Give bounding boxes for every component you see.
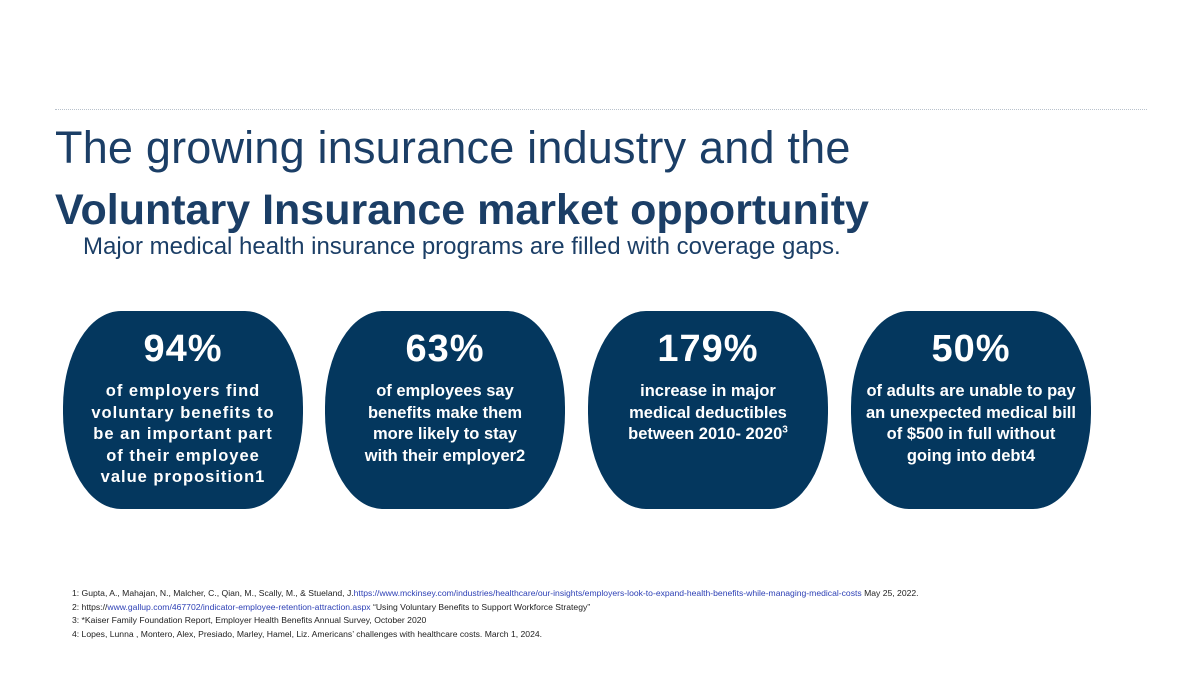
stat-description-line: of employers find — [105, 382, 261, 400]
stat-description-line: be an important part — [93, 425, 273, 443]
stat-description: of adults are unable to pay an unexpecte… — [851, 381, 1091, 467]
footnote-text: 4: Lopes, Lunna , Montero, Alex, Presiad… — [72, 628, 543, 639]
stat-description-text: between 2010- 2020 — [628, 425, 783, 443]
footnote-4: 4: Lopes, Lunna , Montero, Alex, Presiad… — [72, 628, 919, 642]
stat-description-line: an unexpected medical bill — [866, 403, 1076, 422]
stat-description-line: increase in major — [640, 382, 776, 400]
stat-value: 94% — [143, 328, 223, 370]
stat-description-line: with their employer2 — [364, 446, 526, 465]
stat-description-line: of their employee — [106, 446, 260, 465]
stat-card-adults: 50% of adults are unable to pay an unexp… — [851, 311, 1091, 509]
footnotes: 1: Gupta, A., Mahajan, N., Malcher, C., … — [72, 587, 919, 641]
footnote-2: 2: https://www.gallup.com/467702/indicat… — [72, 601, 919, 615]
stat-description-line: of employees say — [376, 382, 514, 400]
stat-card-deductibles: 179% increase in major medical deductibl… — [588, 311, 828, 509]
stat-description-line: value proposition1 — [100, 468, 266, 486]
footnote-text: 3: *Kaiser Family Foundation Report, Emp… — [72, 615, 427, 625]
stat-description-line: benefits make them — [367, 403, 523, 422]
stat-description-line: more likely to stay — [373, 425, 517, 443]
stat-description-line: between 2010- 20203 — [594, 424, 822, 446]
subtitle: Major medical health insurance programs … — [83, 233, 841, 260]
stat-description: increase in major medical deductibles be… — [588, 381, 828, 446]
top-divider — [55, 109, 1147, 110]
footnote-text: 1: Gupta, A., Mahajan, N., Malcher, C., … — [72, 588, 354, 598]
stat-card-employers: 94% of employers find voluntary benefits… — [63, 311, 303, 509]
footnote-link[interactable]: www.gallup.com/467702/indicator-employee… — [107, 601, 371, 612]
stat-description-line: going into debt4 — [906, 446, 1036, 465]
title-line-2: Voluntary Insurance market opportunity — [55, 186, 869, 234]
stat-description-line: voluntary benefits to — [91, 403, 275, 422]
footnote-3: 3: *Kaiser Family Foundation Report, Emp… — [72, 614, 919, 628]
footnote-1: 1: Gupta, A., Mahajan, N., Malcher, C., … — [72, 587, 919, 601]
stat-card-employees: 63% of employees say benefits make them … — [325, 311, 565, 509]
footnote-marker: 3 — [782, 424, 788, 436]
stat-description-line: of adults are unable to pay — [866, 382, 1076, 400]
footnote-text: 2: https:// — [72, 601, 108, 612]
stat-description-line: medical deductibles — [629, 403, 787, 422]
stat-description: of employers find voluntary benefits to … — [63, 381, 303, 489]
footnote-link[interactable]: https://www.mckinsey.com/industries/heal… — [353, 588, 862, 598]
stat-value: 179% — [657, 328, 759, 370]
stat-description-line: of $500 in full without — [886, 425, 1056, 443]
stat-value: 50% — [931, 328, 1011, 370]
stat-description: of employees say benefits make them more… — [325, 381, 565, 467]
footnote-text: May 25, 2022. — [861, 588, 919, 598]
title-line-1: The growing insurance industry and the — [55, 122, 851, 173]
stat-value: 63% — [405, 328, 485, 370]
footnote-text: “Using Voluntary Benefits to Support Wor… — [370, 601, 591, 612]
